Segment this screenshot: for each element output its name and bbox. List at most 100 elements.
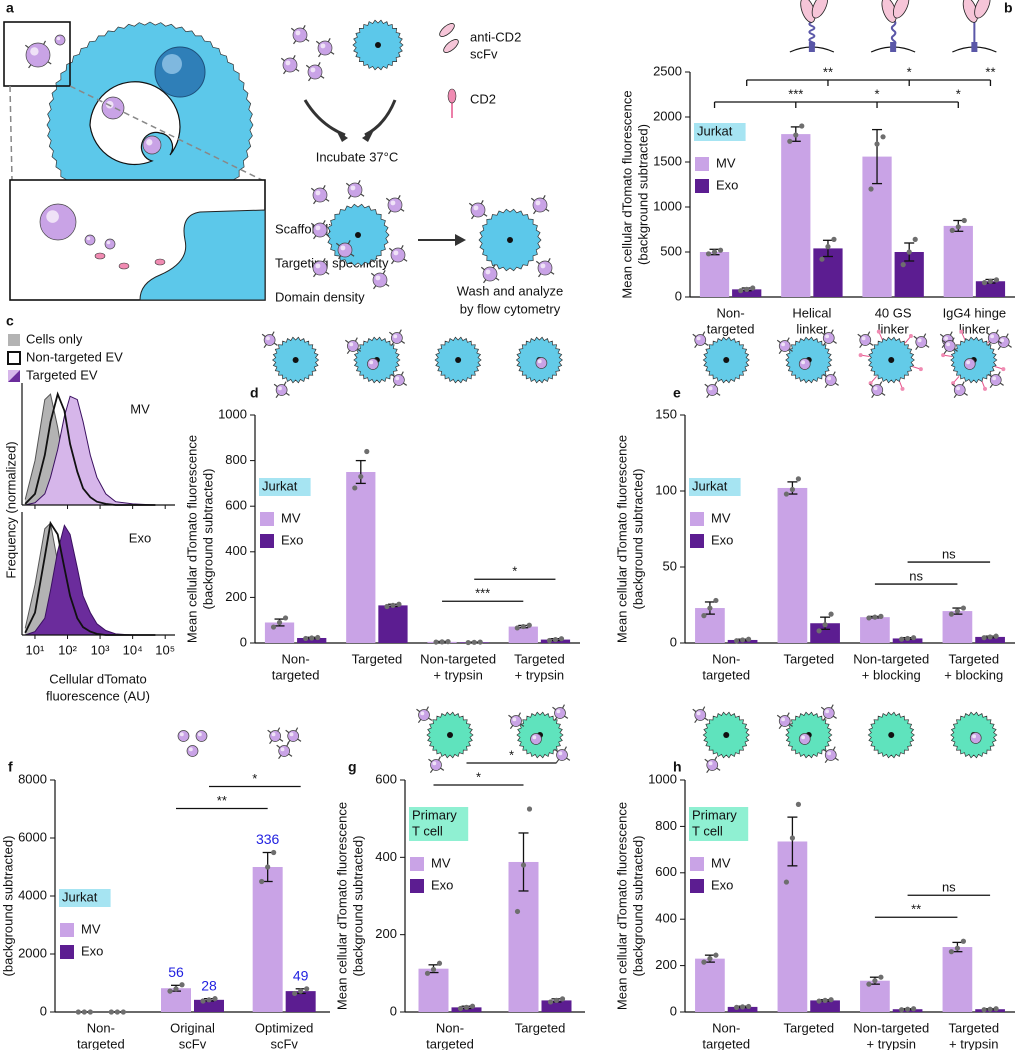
scfv-icon — [370, 272, 375, 277]
scfv-icon — [832, 340, 837, 344]
cd2-icon — [94, 252, 106, 260]
significance-label: * — [476, 769, 481, 784]
ev-icon — [535, 357, 548, 369]
replicate-point — [526, 806, 533, 812]
fold-change-label: 49 — [293, 968, 309, 984]
scfv-icon — [811, 0, 829, 19]
x-tick-label: + trypsin — [949, 1036, 999, 1050]
scfv-icon — [869, 342, 874, 346]
x-tick-label: Non-targeted — [853, 651, 929, 666]
scfv-icon — [322, 258, 326, 263]
scfv-icon — [385, 283, 390, 287]
ev-highlight — [320, 43, 326, 49]
replicate-point — [789, 486, 796, 493]
ev-icon — [393, 374, 405, 386]
scfv-icon — [830, 329, 834, 334]
ev-highlight — [278, 386, 282, 391]
significance-label: ns — [942, 546, 956, 561]
cd2-icon — [961, 332, 966, 341]
ev-highlight — [285, 60, 291, 66]
scfv-icon — [382, 270, 386, 275]
y-tick-label: 0 — [390, 1003, 397, 1018]
scfv-icon — [269, 740, 273, 745]
scfv-icon — [820, 706, 825, 711]
replicate-point — [167, 988, 173, 994]
replicate-point — [960, 938, 967, 944]
legend-swatch — [690, 512, 704, 526]
scfv-icon — [280, 57, 285, 62]
legend-swatch — [695, 157, 709, 171]
scfv-icon — [263, 344, 267, 349]
x-tick-label: 10⁴ — [123, 642, 143, 657]
x-tick-label: targeted — [426, 1036, 474, 1050]
scfv-icon — [951, 383, 956, 388]
x-tick-label: Non-targeted — [853, 1020, 929, 1035]
ev-highlight — [827, 751, 832, 756]
x-tick-label: 10² — [58, 642, 77, 657]
cd2-icon — [898, 380, 903, 389]
cd2-icon — [154, 258, 166, 266]
scfv-icon — [961, 381, 965, 386]
replicate-point — [206, 997, 212, 1003]
ev-icon — [195, 730, 208, 742]
replicate-point — [745, 636, 752, 642]
replicate-point — [547, 999, 554, 1005]
x-tick-label: Non- — [712, 651, 740, 666]
scfv-icon — [325, 271, 330, 275]
panel-label: c — [6, 313, 14, 329]
scfv-icon — [832, 715, 837, 719]
fold-change-label: 336 — [256, 831, 280, 847]
arrow-head — [455, 234, 466, 246]
bar — [777, 841, 808, 1012]
ev-highlight — [861, 336, 866, 341]
cell-label-bg — [689, 478, 741, 496]
replicate-point — [173, 986, 179, 992]
ev-icon — [307, 64, 323, 80]
scfv-icon — [295, 727, 299, 732]
scfv-icon — [538, 273, 542, 278]
ev-icon — [278, 745, 291, 757]
replicate-point — [292, 990, 298, 997]
cd2-icon — [904, 336, 911, 344]
scfv-icon — [347, 240, 351, 245]
x-tick-label: Non- — [436, 1020, 464, 1035]
scfv-icon — [547, 258, 551, 263]
scfv-icon — [949, 331, 953, 336]
scfv-icon — [279, 738, 284, 742]
panel-label: a — [6, 0, 14, 16]
scfv-icon — [400, 208, 405, 212]
x-tick-label: scFv — [179, 1036, 207, 1050]
ev-highlight — [295, 30, 301, 36]
scfv-icon — [555, 759, 560, 764]
scfv-icon — [288, 753, 293, 757]
ev-icon — [510, 715, 522, 727]
legend-label: Targeted EV — [26, 367, 98, 382]
bar — [777, 487, 808, 643]
significance-label: ** — [911, 902, 921, 917]
ev-icon — [25, 42, 51, 68]
cell-label: Primary — [412, 807, 457, 822]
scfv-icon — [330, 51, 335, 55]
ev-highlight — [420, 711, 425, 716]
step-label: by flow cytometry — [460, 301, 561, 316]
scfv-icon — [987, 342, 991, 347]
arrow-head — [362, 130, 374, 142]
replicate-point — [553, 997, 560, 1004]
scfv-icon — [867, 331, 871, 336]
scfv-icon — [716, 767, 721, 771]
scfv-icon — [325, 198, 330, 202]
replicate-point — [872, 614, 878, 620]
replicate-point — [868, 186, 874, 192]
scfv-icon — [480, 266, 485, 271]
ev-highlight — [56, 36, 61, 41]
scfv-icon — [692, 708, 697, 713]
replicate-point — [433, 639, 439, 645]
replicate-point — [981, 1007, 987, 1013]
y-tick-label: 0 — [40, 1003, 47, 1018]
ev-icon — [470, 202, 486, 218]
replicate-point — [303, 635, 309, 642]
y-tick-label: 50 — [663, 558, 677, 573]
x-tick-label: linker — [796, 321, 828, 336]
x-tick-label: 10⁵ — [155, 642, 175, 657]
scfv-icon — [704, 383, 709, 388]
